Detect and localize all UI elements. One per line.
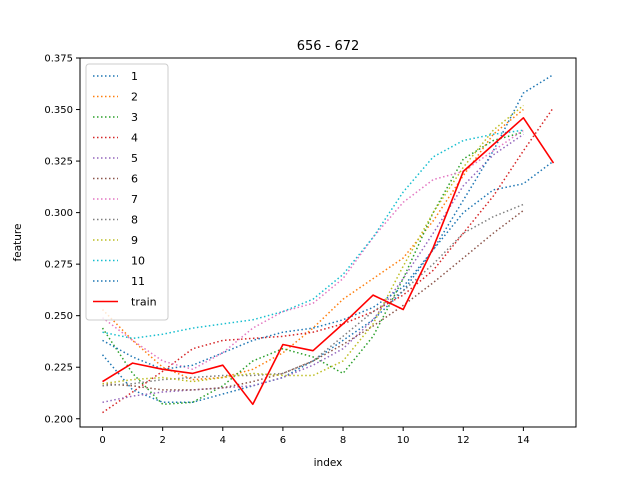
series-line-8 [102, 203, 524, 387]
x-tick-label: 14 [517, 435, 530, 446]
x-tick-label: 6 [280, 435, 286, 446]
x-tick-label: 2 [159, 435, 165, 446]
legend-label-2: 2 [131, 91, 138, 104]
y-tick-label: 0.375 [44, 54, 73, 65]
series-line-train [102, 117, 555, 406]
legend-label-8: 8 [131, 214, 138, 227]
legend-label-9: 9 [131, 234, 138, 247]
y-tick-label: 0.275 [44, 260, 73, 271]
legend-label-4: 4 [131, 132, 138, 145]
x-axis: 0 2 4 6 8 10 12 14 [99, 427, 530, 446]
y-tick-label: 0.225 [44, 363, 73, 374]
x-tick-label: 10 [397, 435, 410, 446]
series-line-4 [102, 107, 555, 414]
x-axis-label: index [314, 457, 343, 469]
legend-label-7: 7 [131, 193, 138, 206]
y-axis-label: feature [12, 224, 24, 262]
x-tick-label: 12 [457, 435, 470, 446]
legend-label-1: 1 [131, 70, 138, 83]
series-layer [101, 73, 555, 414]
series-line-1 [101, 160, 554, 404]
series-line-10 [102, 129, 524, 340]
x-tick-label: 0 [99, 435, 105, 446]
y-tick-label: 0.200 [44, 414, 73, 425]
series-line-2 [101, 108, 524, 381]
legend-label-train: train [131, 296, 157, 309]
legend-label-11: 11 [131, 275, 145, 288]
plot-area: 0 2 4 6 8 10 12 14 0.2000.2250.2500.2750.3000.3… [44, 54, 577, 446]
legend-items: 1 2 3 4 5 6 7 8 9 10 11 train [93, 70, 157, 309]
y-tick-label: 0.350 [44, 105, 73, 116]
series-line-3 [101, 131, 524, 406]
plot-frame [79, 57, 577, 428]
legend: 1 2 3 4 5 6 7 8 9 10 11 train [85, 63, 169, 321]
x-tick-label: 4 [220, 435, 226, 446]
legend-box [85, 63, 169, 321]
legend-label-3: 3 [131, 111, 138, 124]
x-tick-label: 8 [340, 435, 346, 446]
chart-title: 656 - 672 [297, 39, 360, 54]
series-line-7 [102, 129, 524, 371]
legend-label-5: 5 [131, 152, 138, 165]
legend-label-6: 6 [131, 173, 138, 186]
y-axis: 0.200 0.225 0.250 0.275 0.300 0.325 0.350 0.375 [44, 54, 80, 425]
legend-label-10: 10 [131, 255, 145, 268]
y-tick-label: 0.325 [44, 157, 73, 168]
y-tick-label: 0.250 [44, 311, 73, 322]
y-tick-label: 0.300 [44, 208, 73, 219]
series-line-6 [102, 209, 524, 391]
